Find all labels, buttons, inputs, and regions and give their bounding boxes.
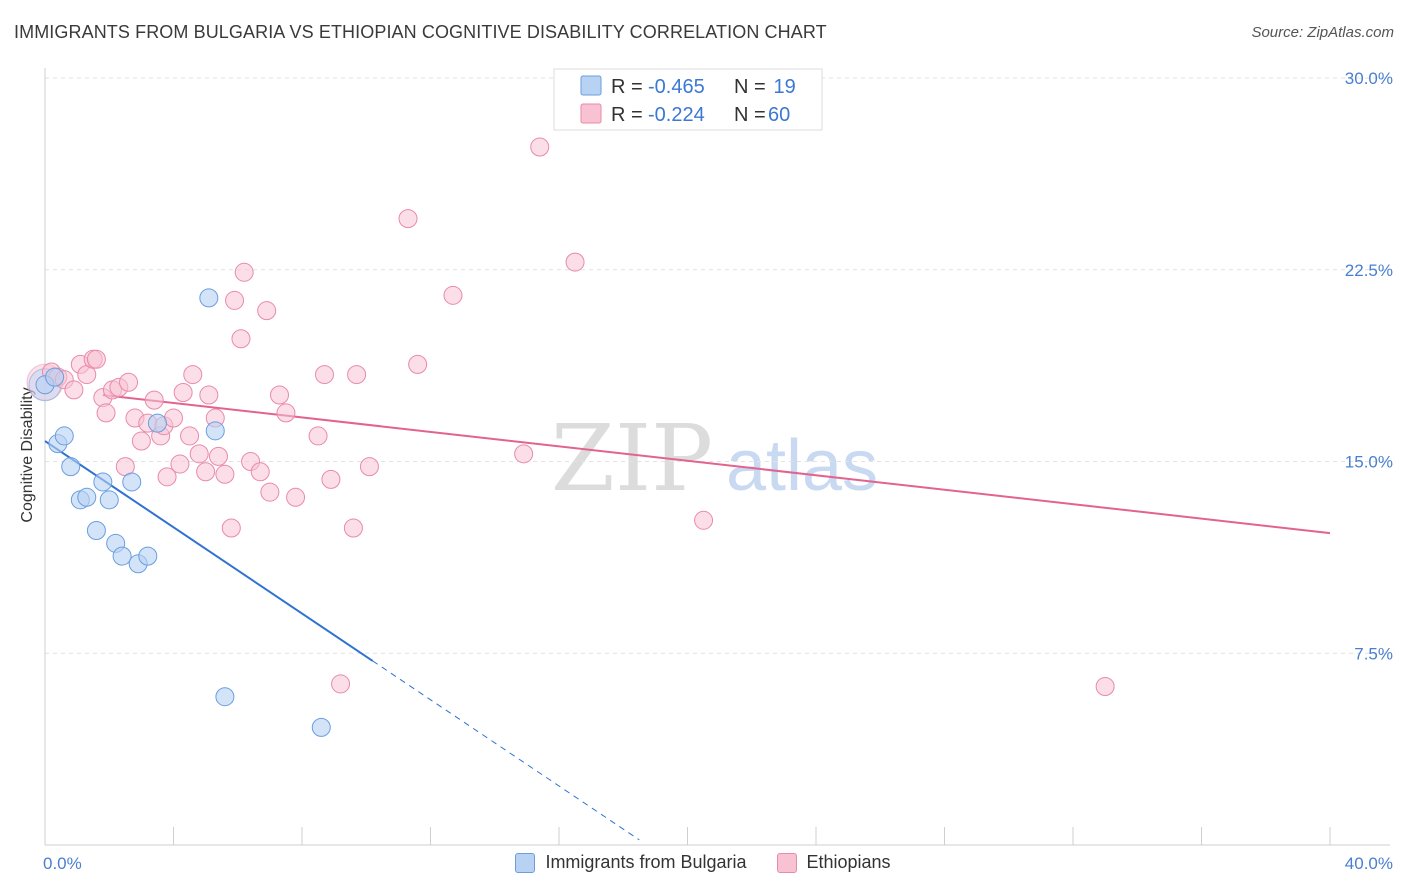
legend-n-label-2: N = — [734, 104, 766, 126]
point-ethiopians-46 — [331, 674, 351, 694]
point-ethiopians-55 — [565, 252, 585, 272]
point-ethiopians-53 — [514, 444, 534, 464]
series-legend-label-bulgaria: Immigrants from Bulgaria — [545, 852, 747, 872]
tick-labels: 7.5% 15.0% 22.5% 30.0% 0.0% 40.0% — [43, 69, 1393, 873]
point-ethiopians-20 — [157, 467, 177, 487]
point-ethiopians-47 — [343, 518, 363, 538]
point-ethiopians-43 — [308, 426, 328, 446]
legend-n-value-2: 60 — [768, 104, 790, 126]
series-swatch-pink — [776, 852, 797, 873]
point-ethiopians-37 — [250, 462, 270, 482]
y-tick-label-3: 30.0% — [1345, 69, 1393, 88]
point-ethiopians-13 — [119, 372, 139, 392]
point-ethiopians-48 — [347, 365, 367, 385]
source-credit: Source: ZipAtlas.com — [1251, 24, 1394, 41]
point-ethiopians-32 — [221, 518, 241, 538]
point-ethiopians-21 — [164, 408, 183, 428]
legend-r-value-1: -0.465 — [648, 76, 705, 98]
legend-swatch-pink — [580, 103, 602, 124]
y-tick-label-1: 15.0% — [1345, 453, 1393, 472]
point-ethiopians-31 — [215, 464, 235, 484]
point-ethiopians-49 — [359, 457, 379, 477]
point-ethiopians-44 — [314, 365, 334, 385]
point-ethiopians-28 — [199, 385, 219, 405]
point-ethiopians-25 — [183, 365, 203, 385]
legend-r-value-2: -0.224 — [648, 104, 705, 126]
point-ethiopians-54 — [530, 137, 550, 157]
trend-line-bulgaria-extrapolated — [372, 660, 640, 841]
point-bulgaria-19 — [311, 717, 331, 737]
point-ethiopians-27 — [196, 462, 216, 482]
point-bulgaria-16 — [199, 288, 219, 308]
series-swatch-blue — [515, 852, 536, 873]
point-ethiopians-40 — [270, 385, 290, 405]
stats-legend: R = -0.465 N = 19 R = -0.224 N = 60 — [553, 68, 823, 131]
point-ethiopians-24 — [180, 426, 200, 446]
point-ethiopians-23 — [173, 382, 193, 402]
point-ethiopians-57 — [1095, 676, 1115, 696]
point-ethiopians-45 — [321, 469, 341, 489]
point-ethiopians-56 — [694, 510, 714, 530]
y-tick-label-2: 22.5% — [1345, 261, 1393, 280]
trend-line-ethiopians — [102, 394, 1331, 535]
point-ethiopians-35 — [234, 262, 254, 282]
point-bulgaria-9 — [99, 490, 119, 510]
legend-n-value-1: 19 — [768, 76, 796, 98]
x-tick-label-0: 0.0% — [43, 854, 82, 873]
y-tick-label-0: 7.5% — [1354, 644, 1393, 663]
point-bulgaria-11 — [112, 546, 132, 566]
series-legend: Immigrants from Bulgaria Ethiopians — [0, 852, 1406, 873]
point-bulgaria-4 — [61, 457, 81, 477]
point-bulgaria-8 — [93, 472, 113, 492]
series-legend-item-bulgaria[interactable]: Immigrants from Bulgaria — [515, 852, 747, 873]
axes — [44, 68, 1390, 846]
x-tick-label-1: 40.0% — [1345, 854, 1393, 873]
point-ethiopians-39 — [260, 482, 280, 502]
point-bulgaria-1 — [45, 367, 65, 387]
point-ethiopians-30 — [208, 446, 228, 466]
series-legend-label-ethiopians: Ethiopians — [806, 852, 891, 872]
point-bulgaria-6 — [77, 487, 97, 507]
point-bulgaria-17 — [205, 421, 225, 441]
chart-title: IMMIGRANTS FROM BULGARIA VS ETHIOPIAN CO… — [14, 22, 827, 42]
point-ethiopians-51 — [398, 209, 418, 229]
point-ethiopians-7 — [86, 349, 106, 369]
point-ethiopians-15 — [131, 431, 151, 451]
point-bulgaria-15 — [147, 413, 167, 433]
point-ethiopians-9 — [96, 403, 116, 423]
legend-r-label-2: R = — [611, 104, 643, 126]
series-legend-item-ethiopians[interactable]: Ethiopians — [776, 852, 891, 873]
point-ethiopians-42 — [286, 487, 306, 507]
point-bulgaria-12 — [122, 472, 142, 492]
legend-swatch-blue — [580, 75, 602, 96]
point-bulgaria-7 — [86, 521, 106, 541]
point-ethiopians-52 — [443, 285, 463, 305]
watermark-zip: ZIP — [551, 405, 713, 512]
point-ethiopians-3 — [64, 380, 84, 400]
point-ethiopians-34 — [231, 329, 251, 349]
point-bulgaria-14 — [138, 546, 158, 566]
point-ethiopians-17 — [144, 390, 164, 410]
gridlines — [45, 77, 1390, 654]
zipatlas-watermark: ZIP atlas — [551, 405, 878, 512]
point-bulgaria-3 — [54, 426, 74, 446]
watermark-atlas: atlas — [726, 426, 878, 506]
point-ethiopians-38 — [257, 301, 277, 321]
data-points — [26, 137, 1115, 737]
legend-n-label-1: N = — [734, 76, 766, 98]
point-ethiopians-50 — [408, 354, 428, 374]
legend-r-label-1: R = — [611, 76, 643, 98]
point-ethiopians-22 — [170, 454, 190, 474]
point-bulgaria-18 — [215, 687, 235, 707]
point-ethiopians-26 — [189, 444, 209, 464]
point-ethiopians-41 — [276, 403, 296, 423]
point-ethiopians-33 — [225, 290, 245, 310]
